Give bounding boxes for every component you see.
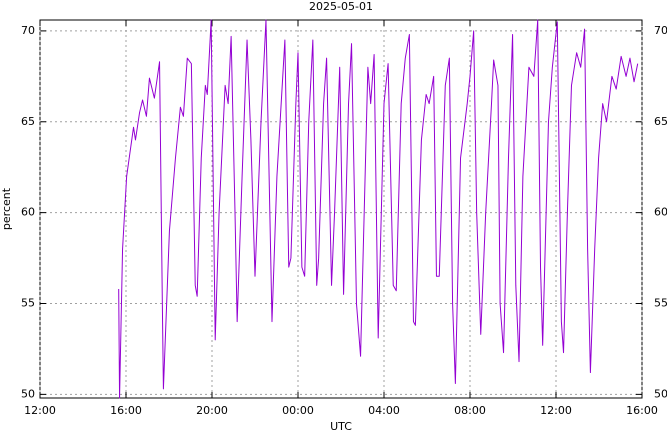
y-tick-label: 65 [21,115,35,128]
x-tick-label: 00:00 [282,404,314,417]
y2-tick-label: 70 [654,24,667,37]
x-tick-label: 12:00 [24,404,56,417]
x-tick-label: 20:00 [196,404,228,417]
x-tick-label: 16:00 [626,404,658,417]
data-line [118,19,639,399]
y-tick-label: 70 [21,24,35,37]
x-tick-label: 12:00 [540,404,572,417]
y-tick-label: 60 [21,206,35,219]
chart-title: 2025-05-01 [309,0,373,13]
y2-tick-label: 65 [654,115,667,128]
y-axis-label: percent [0,187,13,230]
y-tick-label: 55 [21,297,35,310]
plot-frame [39,19,643,399]
y2-tick-label: 50 [654,387,667,400]
x-axis-label: UTC [330,420,352,432]
x-tick-label: 04:00 [368,404,400,417]
x-tick-label: 08:00 [454,404,486,417]
y2-tick-label: 55 [654,297,667,310]
y-tick-label: 50 [21,387,35,400]
x-tick-label: 16:00 [110,404,142,417]
y2-tick-label: 60 [654,206,667,219]
